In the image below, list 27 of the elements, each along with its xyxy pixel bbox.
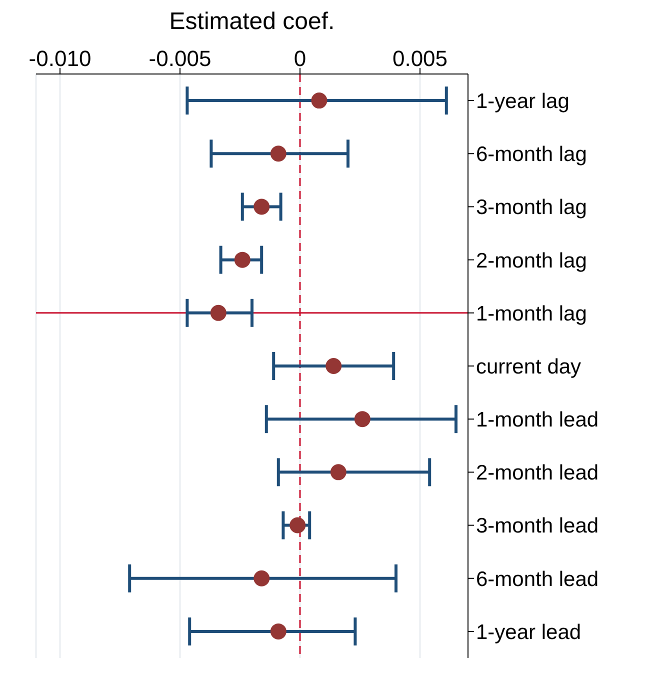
point bbox=[326, 358, 342, 374]
point bbox=[330, 464, 346, 480]
x-tick-label: 0.005 bbox=[392, 46, 448, 71]
point bbox=[270, 623, 286, 640]
x-tick-label: -0.005 bbox=[148, 46, 212, 71]
y-tick-label: 2-month lead bbox=[476, 462, 599, 485]
point bbox=[254, 570, 270, 586]
x-tick-label: -0.010 bbox=[28, 46, 92, 71]
x-tick-label: 0 bbox=[294, 46, 306, 71]
point bbox=[290, 517, 306, 534]
point bbox=[254, 198, 270, 215]
y-tick-label: 1-year lag bbox=[476, 90, 570, 113]
point bbox=[210, 304, 226, 321]
point bbox=[311, 92, 328, 109]
y-tick-label: 1-month lead bbox=[476, 408, 599, 432]
y-tick-label: 3-month lag bbox=[476, 196, 587, 220]
point bbox=[270, 146, 286, 162]
point bbox=[234, 252, 250, 268]
x-axis-title: Estimated coef. bbox=[168, 8, 336, 37]
y-tick-label: 6-month lead bbox=[476, 568, 599, 591]
y-tick-label: 3-month lead bbox=[476, 514, 599, 538]
y-tick-label: 1-month lag bbox=[476, 302, 587, 326]
y-tick-label: 1-year lead bbox=[476, 620, 582, 644]
y-tick-label: current day bbox=[476, 355, 582, 378]
y-tick-label: 2-month lag bbox=[476, 249, 587, 272]
point bbox=[354, 411, 370, 428]
y-tick-label: 6-month lag bbox=[476, 143, 587, 166]
